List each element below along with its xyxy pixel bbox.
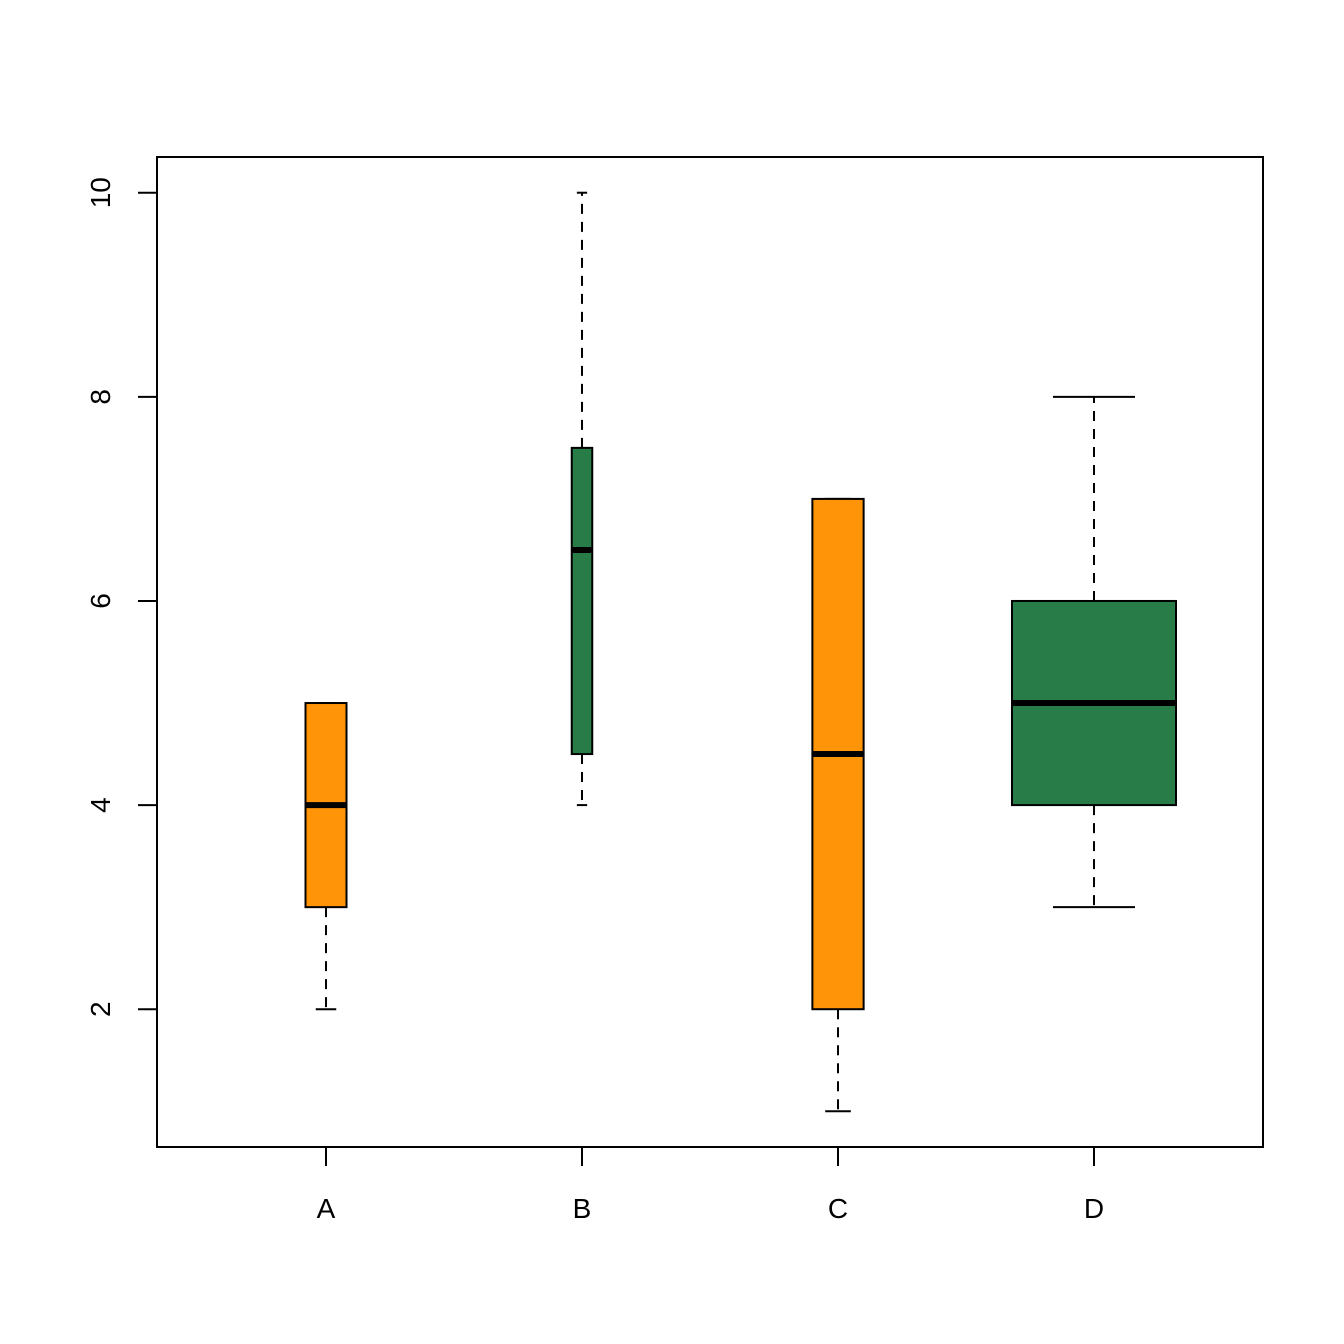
chart-marks [304,191,1177,1113]
y-tick-label-2: 2 [85,1001,116,1017]
y-tick-label-8: 8 [85,389,116,405]
box-b [570,191,594,807]
y-tick-label-6: 6 [85,593,116,609]
box-d [1011,395,1177,909]
y-tick-label-4: 4 [85,797,116,813]
x-tick-label-d: D [1084,1193,1104,1224]
box-body-b [570,446,594,756]
y-tick-label-10: 10 [85,177,116,208]
box-c [811,497,865,1113]
x-tick-label-a: A [317,1193,336,1224]
box-a [304,702,348,1011]
x-tick-label-b: B [573,1193,592,1224]
plot-frame [156,156,1264,1148]
x-tick-label-c: C [828,1193,848,1224]
